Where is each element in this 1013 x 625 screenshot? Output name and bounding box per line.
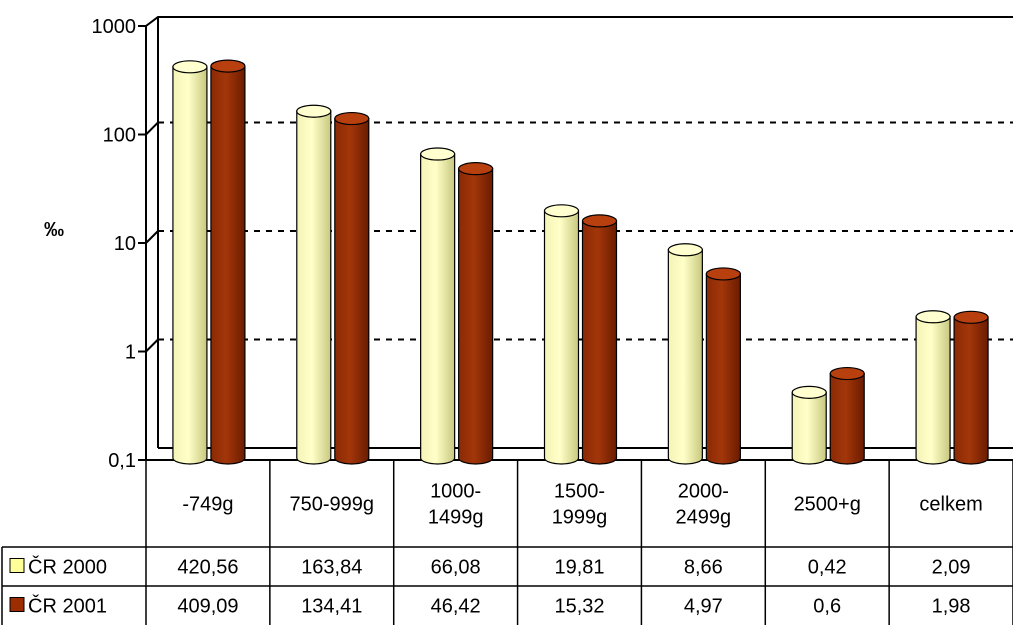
bar-cr-2000 (420, 147, 456, 465)
bar-body (791, 391, 827, 465)
bar-cr-2000 (667, 243, 703, 465)
bar-cr-2001 (705, 267, 741, 465)
bar-body (210, 65, 246, 465)
bars (172, 59, 989, 465)
bar-top (667, 243, 703, 257)
y-tick-label: 0,1 (108, 450, 136, 472)
bar-top (210, 59, 246, 73)
data-label: 2,09 (932, 557, 971, 579)
bar-body (705, 273, 741, 465)
bar-cr-2001 (581, 214, 618, 465)
bar-body (667, 249, 703, 465)
bar-top (296, 104, 332, 118)
data-label: 0,6 (813, 596, 841, 618)
bar-top (334, 111, 370, 126)
bar-cr-2001 (458, 162, 494, 465)
bar-cr-2000 (296, 104, 332, 465)
bar-top (581, 214, 618, 228)
bar-body (543, 210, 580, 465)
bar-cr-2001 (210, 59, 246, 465)
data-label: 134,41 (301, 596, 362, 618)
y-tick-label: 1 (125, 342, 136, 364)
y-tick-label: 10 (114, 233, 136, 255)
bar-top (543, 204, 580, 218)
gridline-side (145, 230, 159, 244)
data-label: 163,84 (301, 557, 362, 579)
x-tick-label: 1500-1999g (552, 481, 608, 529)
data-label: 19,81 (554, 557, 604, 579)
bar-body (296, 110, 332, 465)
bar-cr-2001 (829, 366, 865, 465)
bar-top (953, 310, 989, 324)
data-label: 409,09 (177, 596, 238, 618)
bar-body (458, 168, 494, 465)
bar-body (915, 316, 951, 465)
y-tick-label: 1000 (92, 16, 137, 38)
x-tick-label: -749g (182, 494, 233, 516)
back-wall-outline (145, 16, 1013, 460)
bar-body (334, 117, 370, 465)
data-label: 15,32 (554, 596, 604, 618)
bar-cr-2000 (543, 204, 580, 465)
x-tick-label: 2000-2499g (676, 481, 732, 529)
bar-top (915, 310, 951, 324)
y-tick-label: 100 (103, 125, 136, 147)
data-label: 1,98 (932, 596, 971, 618)
y-axis-label: ‰ (44, 219, 64, 241)
legend-label: ČR 2000 (28, 556, 107, 579)
bar-cr-2000 (172, 60, 208, 465)
data-label: 4,97 (684, 596, 723, 618)
gridline-side (145, 121, 159, 136)
bar-top (458, 162, 494, 176)
data-table: -749g 750-999g 1000-1499g 1500-1999g 2000-24… (1, 460, 1013, 625)
x-tick-label: 2500+g (794, 494, 861, 516)
bar-cr-2001 (953, 310, 989, 465)
gridlines (145, 121, 1013, 353)
data-label: 420,56 (177, 557, 238, 579)
bar-body (420, 153, 456, 465)
bar-top (791, 385, 827, 399)
data-label: 0,42 (808, 557, 847, 579)
x-tick-label: 1000-1499g (428, 481, 484, 529)
bar-top (420, 147, 456, 161)
bar-body (172, 66, 208, 465)
bar-cr-2000 (915, 310, 951, 465)
data-label: 66,08 (431, 557, 481, 579)
legend-swatch (9, 597, 25, 612)
y-axis-ticks: 1000 100 10 1 0,1 (92, 16, 146, 472)
bar-body (953, 316, 989, 465)
data-label: 8,66 (684, 557, 723, 579)
bar-cr-2000 (791, 385, 827, 465)
gridline-side (145, 338, 159, 353)
bar-body (829, 372, 865, 465)
bar-cr-2001 (334, 111, 370, 465)
legend-label: ČR 2001 (28, 595, 107, 618)
x-tick-label: celkem (919, 494, 982, 516)
bar-body (581, 220, 618, 465)
bar-top (705, 267, 741, 281)
data-label: 46,42 (431, 596, 481, 618)
bar-top (829, 366, 865, 381)
plot-walls (145, 16, 1013, 461)
legend-swatch (9, 558, 25, 573)
bar-top (172, 60, 208, 74)
x-tick-label: 750-999g (290, 494, 375, 516)
